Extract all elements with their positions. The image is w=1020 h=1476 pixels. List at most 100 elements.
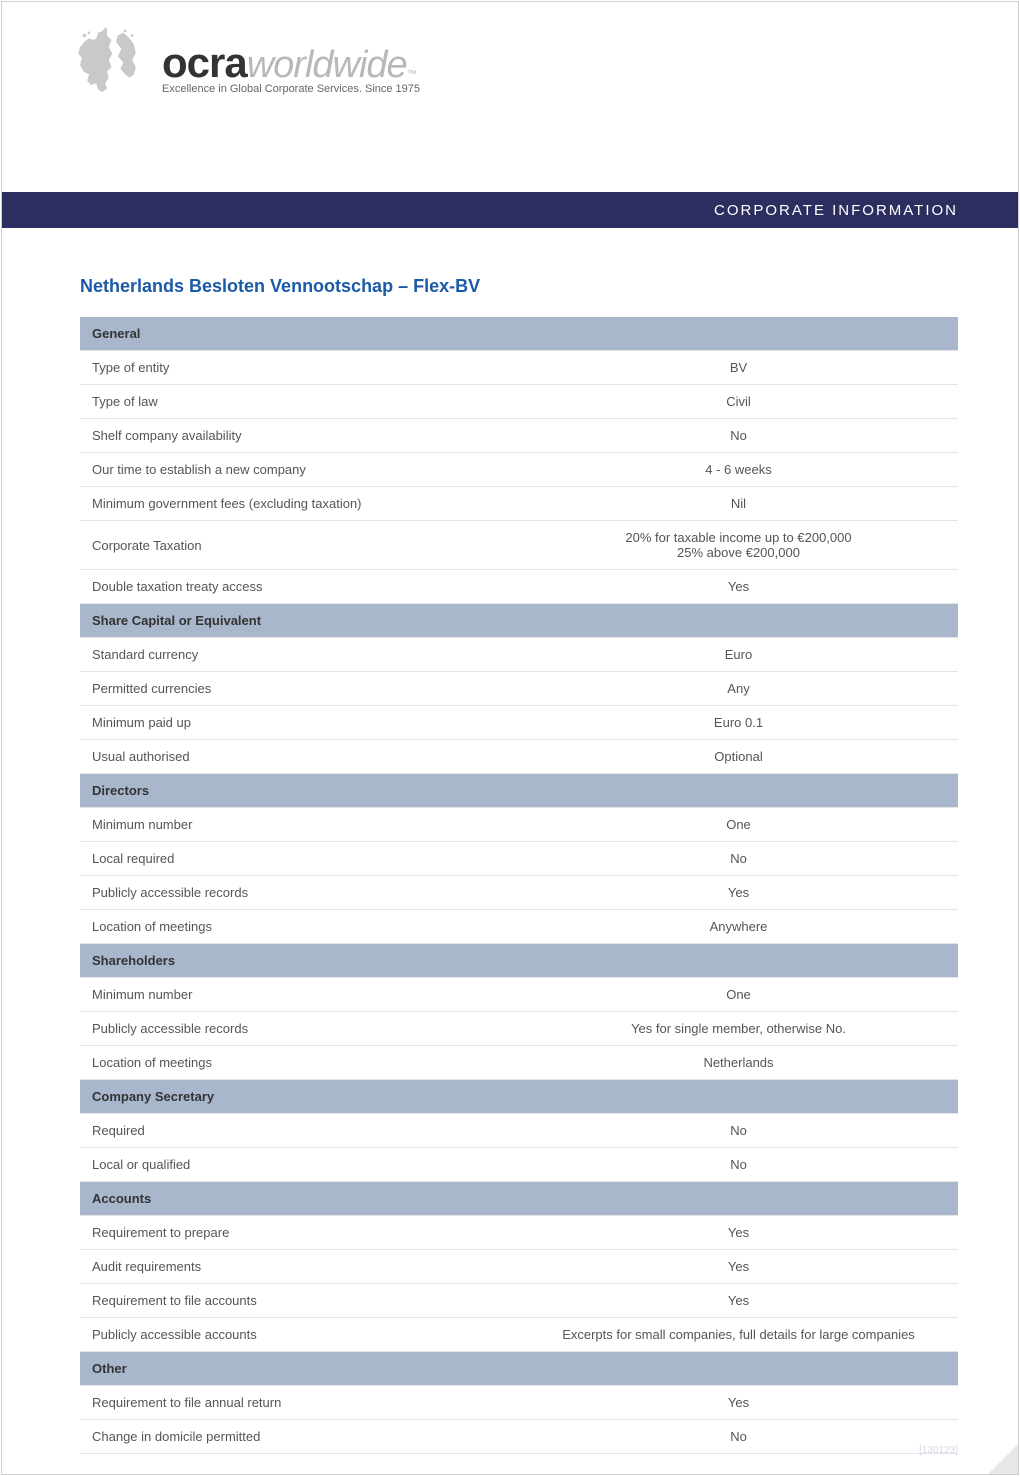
- row-label: Change in domicile permitted: [80, 1420, 519, 1454]
- section-heading: Share Capital or Equivalent: [80, 604, 958, 638]
- header: ocra worldwide ™ Excellence in Global Co…: [2, 2, 1018, 192]
- logo-bold: ocra: [162, 39, 247, 87]
- table-row: Publicly accessible accountsExcerpts for…: [80, 1318, 958, 1352]
- section-heading-cell: Accounts: [80, 1182, 958, 1216]
- table-row: Audit requirementsYes: [80, 1250, 958, 1284]
- row-label: Minimum number: [80, 808, 519, 842]
- table-row: Publicly accessible recordsYes: [80, 876, 958, 910]
- row-label: Location of meetings: [80, 910, 519, 944]
- row-value: Nil: [519, 487, 958, 521]
- corner-fold-icon: [988, 1444, 1018, 1474]
- table-row: Minimum numberOne: [80, 978, 958, 1012]
- table-row: Change in domicile permittedNo: [80, 1420, 958, 1454]
- row-value: Any: [519, 672, 958, 706]
- section-heading-cell: Directors: [80, 774, 958, 808]
- section-heading-cell: General: [80, 317, 958, 351]
- row-label: Requirement to file annual return: [80, 1386, 519, 1420]
- table-row: Type of lawCivil: [80, 385, 958, 419]
- row-value: Civil: [519, 385, 958, 419]
- row-label: Minimum number: [80, 978, 519, 1012]
- table-row: Corporate Taxation20% for taxable income…: [80, 521, 958, 570]
- row-value: One: [519, 978, 958, 1012]
- section-heading-cell: Company Secretary: [80, 1080, 958, 1114]
- row-value: No: [519, 1148, 958, 1182]
- table-row: Permitted currenciesAny: [80, 672, 958, 706]
- table-row: Requirement to file annual returnYes: [80, 1386, 958, 1420]
- row-label: Corporate Taxation: [80, 521, 519, 570]
- row-label: Standard currency: [80, 638, 519, 672]
- table-row: Usual authorisedOptional: [80, 740, 958, 774]
- globe-icon: [62, 22, 152, 112]
- row-label: Double taxation treaty access: [80, 570, 519, 604]
- info-table: GeneralType of entityBVType of lawCivilS…: [80, 317, 958, 1454]
- document-title: Netherlands Besloten Vennootschap – Flex…: [80, 276, 958, 297]
- row-value: No: [519, 1114, 958, 1148]
- row-value: One: [519, 808, 958, 842]
- table-row: RequiredNo: [80, 1114, 958, 1148]
- section-heading: Shareholders: [80, 944, 958, 978]
- table-row: Location of meetingsAnywhere: [80, 910, 958, 944]
- table-row: Shelf company availabilityNo: [80, 419, 958, 453]
- row-label: Requirement to prepare: [80, 1216, 519, 1250]
- row-label: Location of meetings: [80, 1046, 519, 1080]
- row-value: Euro: [519, 638, 958, 672]
- row-value: BV: [519, 351, 958, 385]
- row-value: Excerpts for small companies, full detai…: [519, 1318, 958, 1352]
- row-label: Required: [80, 1114, 519, 1148]
- row-label: Usual authorised: [80, 740, 519, 774]
- row-label: Type of law: [80, 385, 519, 419]
- footer-reference: [130123]: [919, 1445, 958, 1456]
- row-label: Minimum paid up: [80, 706, 519, 740]
- row-label: Local or qualified: [80, 1148, 519, 1182]
- table-row: Minimum government fees (excluding taxat…: [80, 487, 958, 521]
- row-value: Yes for single member, otherwise No.: [519, 1012, 958, 1046]
- table-row: Standard currencyEuro: [80, 638, 958, 672]
- band-text: CORPORATE INFORMATION: [714, 202, 958, 219]
- row-value: 20% for taxable income up to €200,000 25…: [519, 521, 958, 570]
- row-value: Yes: [519, 1284, 958, 1318]
- logo-text: ocra worldwide ™ Excellence in Global Co…: [162, 39, 420, 95]
- table-row: Minimum paid upEuro 0.1: [80, 706, 958, 740]
- row-value: No: [519, 419, 958, 453]
- table-row: Location of meetingsNetherlands: [80, 1046, 958, 1080]
- section-heading-cell: Share Capital or Equivalent: [80, 604, 958, 638]
- logo-tm: ™: [407, 69, 417, 80]
- row-label: Requirement to file accounts: [80, 1284, 519, 1318]
- row-value: Yes: [519, 1250, 958, 1284]
- logo-block: ocra worldwide ™ Excellence in Global Co…: [62, 22, 1018, 112]
- table-row: Local or qualifiedNo: [80, 1148, 958, 1182]
- table-row: Our time to establish a new company4 - 6…: [80, 453, 958, 487]
- row-label: Permitted currencies: [80, 672, 519, 706]
- row-label: Publicly accessible accounts: [80, 1318, 519, 1352]
- section-heading: Accounts: [80, 1182, 958, 1216]
- row-label: Type of entity: [80, 351, 519, 385]
- row-value: Optional: [519, 740, 958, 774]
- row-value: Anywhere: [519, 910, 958, 944]
- table-row: Requirement to file accountsYes: [80, 1284, 958, 1318]
- row-value: Euro 0.1: [519, 706, 958, 740]
- section-heading: General: [80, 317, 958, 351]
- table-row: Requirement to prepareYes: [80, 1216, 958, 1250]
- row-label: Minimum government fees (excluding taxat…: [80, 487, 519, 521]
- row-value: No: [519, 842, 958, 876]
- table-row: Local requiredNo: [80, 842, 958, 876]
- row-label: Publicly accessible records: [80, 1012, 519, 1046]
- row-value: Netherlands: [519, 1046, 958, 1080]
- section-heading: Other: [80, 1352, 958, 1386]
- content: Netherlands Besloten Vennootschap – Flex…: [2, 228, 1018, 1474]
- section-heading-cell: Other: [80, 1352, 958, 1386]
- row-value: Yes: [519, 1386, 958, 1420]
- table-row: Minimum numberOne: [80, 808, 958, 842]
- section-heading: Company Secretary: [80, 1080, 958, 1114]
- section-heading: Directors: [80, 774, 958, 808]
- row-label: Our time to establish a new company: [80, 453, 519, 487]
- row-value: 4 - 6 weeks: [519, 453, 958, 487]
- row-label: Local required: [80, 842, 519, 876]
- row-label: Shelf company availability: [80, 419, 519, 453]
- row-value: Yes: [519, 876, 958, 910]
- row-label: Audit requirements: [80, 1250, 519, 1284]
- row-value: No: [519, 1420, 958, 1454]
- page-frame: ocra worldwide ™ Excellence in Global Co…: [1, 1, 1019, 1475]
- table-row: Double taxation treaty accessYes: [80, 570, 958, 604]
- row-value: Yes: [519, 570, 958, 604]
